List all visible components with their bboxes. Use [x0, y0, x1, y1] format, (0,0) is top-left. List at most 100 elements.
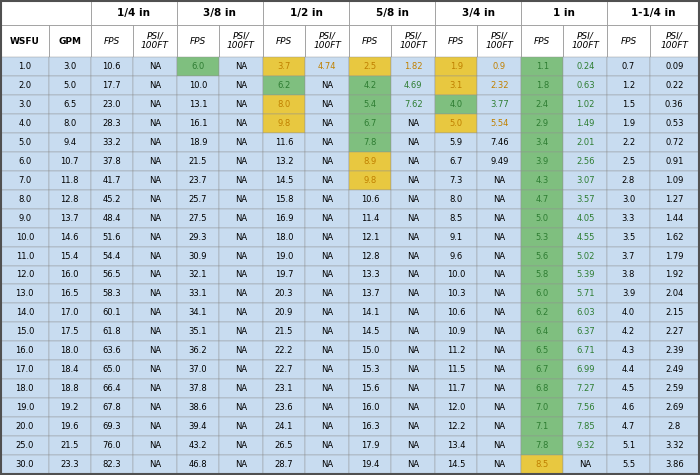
Text: 8.9: 8.9: [363, 157, 377, 166]
Bar: [608, 436, 650, 455]
Text: 46.8: 46.8: [188, 460, 207, 469]
Text: NA: NA: [149, 441, 161, 450]
Text: 8.0: 8.0: [449, 195, 463, 204]
Bar: [48, 57, 91, 76]
Text: 10.7: 10.7: [60, 157, 79, 166]
Text: 45.2: 45.2: [103, 195, 121, 204]
Bar: [650, 76, 699, 95]
Text: 20.9: 20.9: [275, 308, 293, 317]
Text: 3.07: 3.07: [576, 176, 595, 185]
Bar: [177, 360, 219, 379]
Text: NA: NA: [407, 384, 419, 393]
Text: 43.2: 43.2: [189, 441, 207, 450]
Text: 9.0: 9.0: [18, 214, 32, 223]
Bar: [177, 95, 219, 114]
Bar: [608, 133, 650, 152]
Bar: [608, 266, 650, 285]
Text: 10.0: 10.0: [447, 270, 466, 279]
Text: 34.1: 34.1: [189, 308, 207, 317]
Bar: [1, 436, 48, 455]
Text: 3.0: 3.0: [622, 195, 635, 204]
Text: 6.4: 6.4: [536, 327, 549, 336]
Bar: [477, 133, 522, 152]
Bar: [305, 228, 349, 247]
Bar: [650, 285, 699, 304]
Bar: [477, 323, 522, 342]
Bar: [133, 209, 177, 228]
Text: 21.5: 21.5: [60, 441, 79, 450]
Bar: [391, 342, 435, 360]
Bar: [349, 247, 391, 266]
Bar: [1, 398, 48, 417]
Text: 2.5: 2.5: [622, 157, 635, 166]
Text: NA: NA: [149, 384, 161, 393]
Bar: [263, 285, 305, 304]
Bar: [349, 190, 391, 209]
Bar: [263, 455, 305, 474]
Text: 6.2: 6.2: [277, 81, 290, 90]
Text: 2.0: 2.0: [18, 81, 32, 90]
Text: 8.0: 8.0: [18, 195, 32, 204]
Text: NA: NA: [235, 441, 247, 450]
Bar: [48, 247, 91, 266]
Text: NA: NA: [407, 176, 419, 185]
Text: 5.0: 5.0: [449, 119, 463, 128]
Bar: [477, 171, 522, 190]
Text: 23.0: 23.0: [103, 100, 121, 109]
Bar: [91, 95, 133, 114]
Bar: [1, 417, 48, 436]
Bar: [650, 171, 699, 190]
Bar: [608, 114, 650, 133]
Text: 4.6: 4.6: [622, 403, 635, 412]
Bar: [177, 247, 219, 266]
Text: 2.15: 2.15: [665, 308, 683, 317]
Text: 7.56: 7.56: [576, 403, 595, 412]
Text: NA: NA: [407, 441, 419, 450]
Bar: [48, 228, 91, 247]
Bar: [349, 152, 391, 171]
Text: 0.22: 0.22: [665, 81, 683, 90]
Bar: [91, 455, 133, 474]
Text: 11.6: 11.6: [275, 138, 293, 147]
Bar: [305, 209, 349, 228]
Bar: [305, 379, 349, 398]
Text: NA: NA: [494, 384, 505, 393]
Bar: [133, 360, 177, 379]
Text: NA: NA: [235, 81, 247, 90]
Text: 6.71: 6.71: [576, 346, 595, 355]
Bar: [608, 323, 650, 342]
Text: 19.7: 19.7: [275, 270, 293, 279]
Bar: [133, 285, 177, 304]
Text: NA: NA: [321, 100, 333, 109]
Bar: [133, 190, 177, 209]
Text: 28.3: 28.3: [102, 119, 121, 128]
Text: NA: NA: [321, 441, 333, 450]
Text: NA: NA: [149, 100, 161, 109]
Bar: [91, 76, 133, 95]
Bar: [177, 171, 219, 190]
Text: 18.9: 18.9: [189, 138, 207, 147]
Bar: [564, 114, 608, 133]
Text: 3.8: 3.8: [622, 270, 635, 279]
Bar: [608, 455, 650, 474]
Text: 17.9: 17.9: [361, 441, 379, 450]
Bar: [650, 379, 699, 398]
Bar: [48, 323, 91, 342]
Bar: [48, 398, 91, 417]
Bar: [349, 455, 391, 474]
Bar: [349, 209, 391, 228]
Text: 13.0: 13.0: [15, 289, 34, 298]
Bar: [391, 228, 435, 247]
Text: NA: NA: [321, 346, 333, 355]
Text: NA: NA: [149, 233, 161, 242]
Bar: [91, 228, 133, 247]
Bar: [91, 133, 133, 152]
Bar: [177, 228, 219, 247]
Bar: [391, 304, 435, 323]
Text: 2.4: 2.4: [536, 100, 549, 109]
Bar: [608, 25, 650, 57]
Bar: [219, 304, 263, 323]
Text: 16.9: 16.9: [275, 214, 293, 223]
Text: 3.0: 3.0: [63, 62, 76, 71]
Bar: [477, 417, 522, 436]
